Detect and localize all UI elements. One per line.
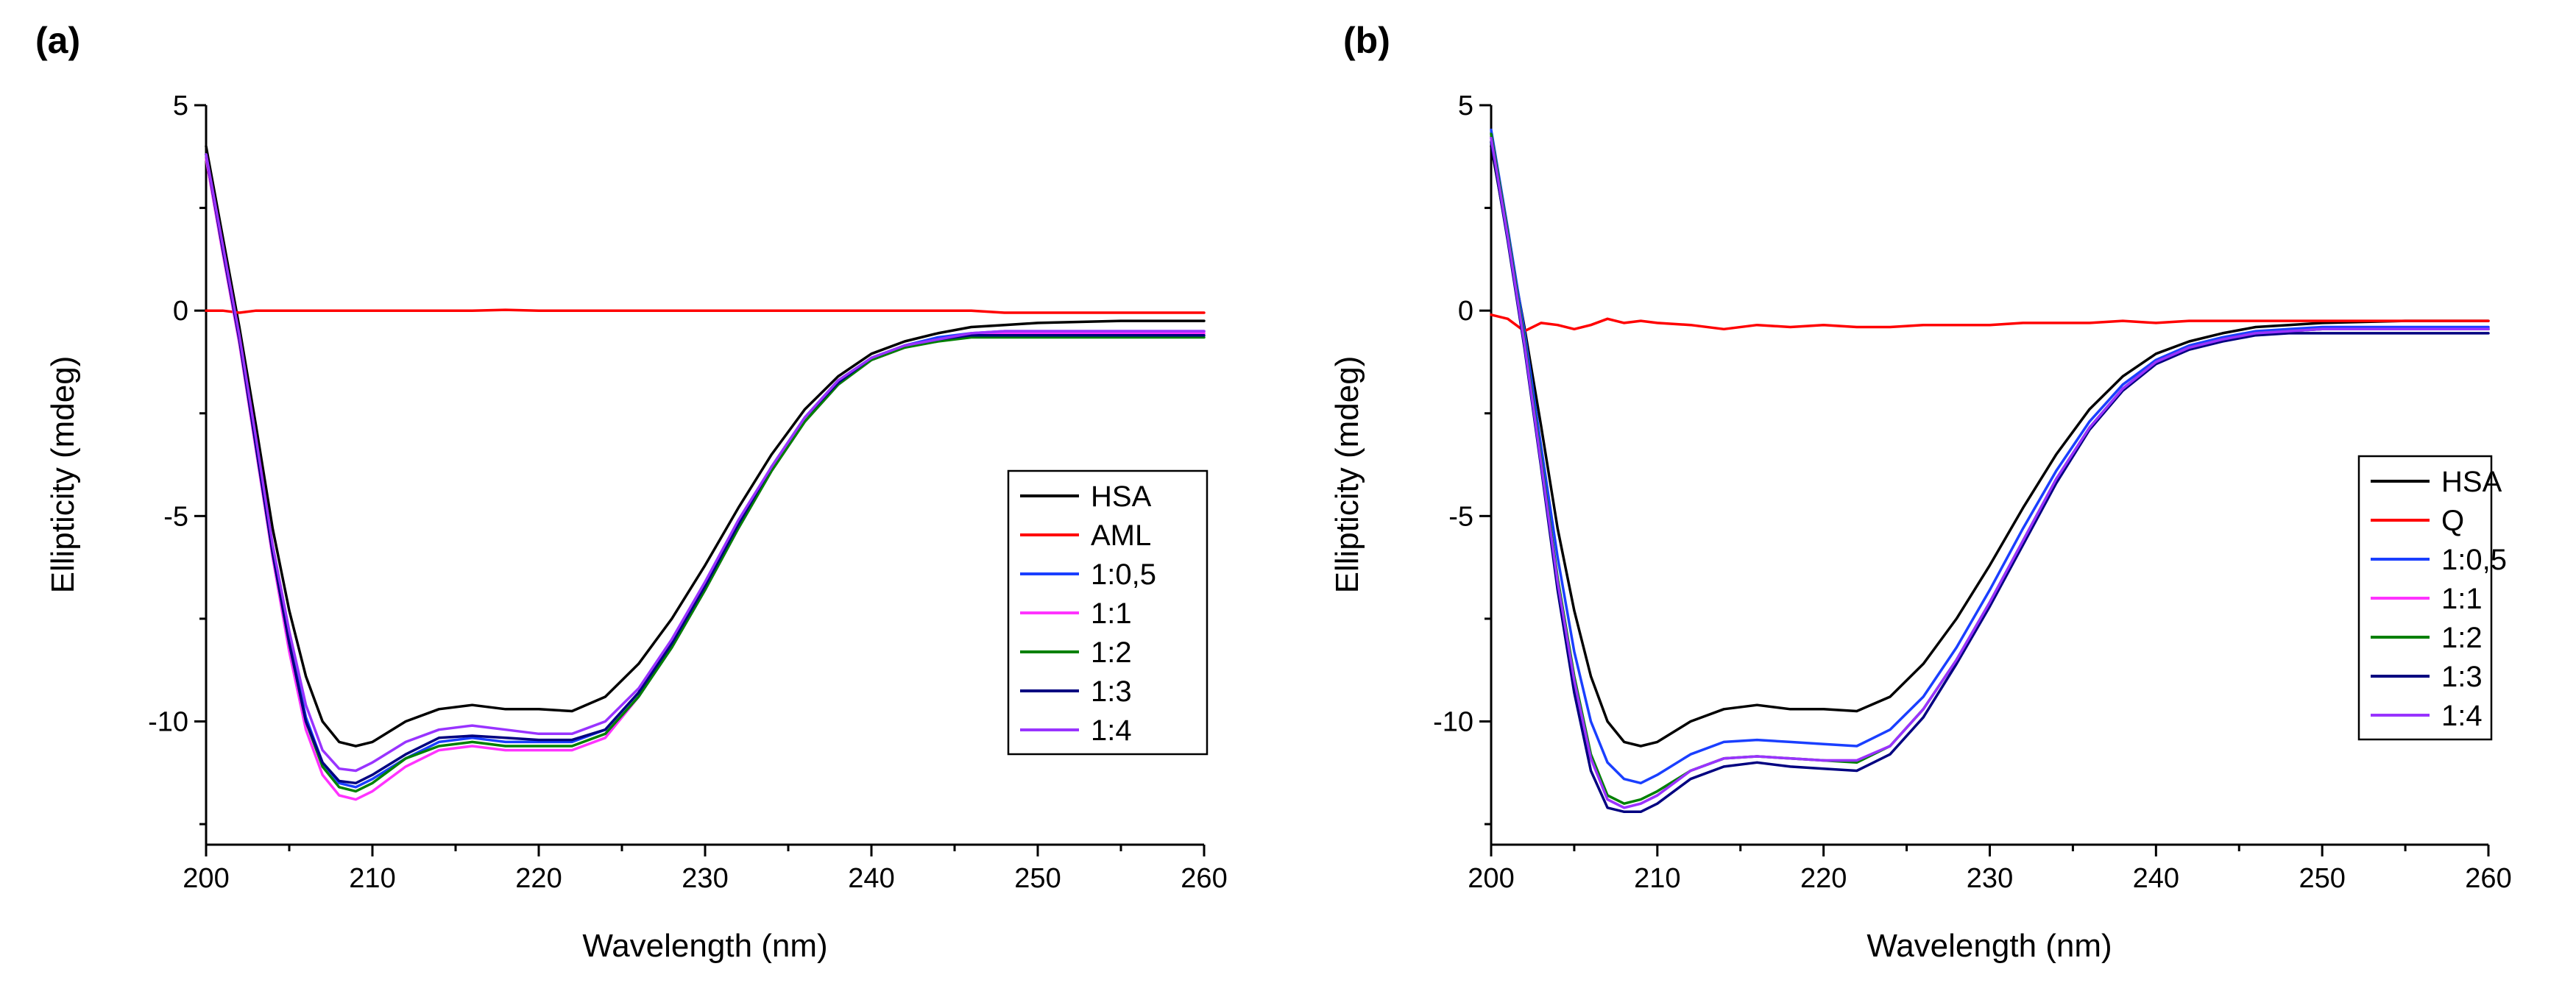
series-line-1-4 bbox=[205, 153, 1206, 773]
x-tick-label: 230 bbox=[682, 863, 728, 894]
y-tick-label: -10 bbox=[148, 707, 188, 738]
legend-label: HSA bbox=[1091, 480, 1152, 513]
panel-label: (b) bbox=[1343, 20, 1390, 61]
legend-label: AML bbox=[1091, 519, 1151, 552]
chart-panel-b: (b) 200 210 220 230 240 250 260 5 0 -5 -10 Wavelengt… bbox=[1329, 20, 2512, 964]
y-tick-label: 5 bbox=[173, 91, 188, 121]
y-tick-label: 0 bbox=[1458, 296, 1473, 327]
x-tick-label: 200 bbox=[183, 863, 229, 894]
x-tick-label: 230 bbox=[1967, 863, 2013, 894]
y-axis-title: Ellipticity (mdeg) bbox=[1329, 356, 1365, 594]
legend-label: 1:3 bbox=[1091, 675, 1132, 708]
legend-label: 1:4 bbox=[2441, 700, 2483, 732]
legend-label: 1:0,5 bbox=[1091, 558, 1156, 591]
x-axis-title: Wavelength (nm) bbox=[582, 928, 827, 964]
x-tick-label: 240 bbox=[2133, 863, 2179, 894]
x-tick-label: 250 bbox=[2299, 863, 2345, 894]
y-tick-label: -10 bbox=[1433, 707, 1473, 738]
chart-panel-a: (a) 200 210 220 230 240 250 260 5 0 -5 -10 Wavelengt… bbox=[35, 20, 1228, 964]
legend-label: 1:1 bbox=[1091, 597, 1132, 630]
legend-label: Q bbox=[2441, 505, 2464, 537]
x-tick-label: 240 bbox=[848, 863, 894, 894]
series-line-1-1 bbox=[1490, 136, 2490, 809]
x-tick-label: 250 bbox=[1014, 863, 1061, 894]
x-tick-label: 210 bbox=[349, 863, 395, 894]
y-tick-label: 0 bbox=[173, 296, 188, 327]
x-tick-label: 220 bbox=[1800, 863, 1847, 894]
series-line-aml bbox=[205, 308, 1206, 314]
series-line-1-4 bbox=[1490, 136, 2490, 809]
y-tick-label: 5 bbox=[1458, 91, 1473, 121]
y-axis-title: Ellipticity (mdeg) bbox=[45, 356, 81, 594]
panel-label: (a) bbox=[35, 20, 80, 61]
legend-label: 1:1 bbox=[2441, 583, 2483, 615]
series-line-hsa bbox=[205, 145, 1206, 748]
x-tick-label: 260 bbox=[1181, 863, 1227, 894]
legend-label: 1:0,5 bbox=[2441, 544, 2507, 576]
series-line-1-3 bbox=[1490, 141, 2490, 814]
legend-label: 1:4 bbox=[1091, 714, 1132, 747]
legend: HSA Q 1:0,5 1:1 1:2 1:3 1:4 bbox=[2357, 455, 2507, 741]
series-line-hsa bbox=[1490, 145, 2490, 748]
legend-label: 1:2 bbox=[2441, 622, 2483, 654]
legend-label: 1:2 bbox=[1091, 636, 1132, 669]
series-line-1-2 bbox=[1490, 132, 2490, 805]
y-tick-label: -5 bbox=[1448, 501, 1473, 532]
x-tick-label: 260 bbox=[2465, 863, 2511, 894]
legend: HSA AML 1:0,5 1:1 1:2 1:3 1:4 bbox=[1007, 469, 1209, 756]
legend-label: HSA bbox=[2441, 466, 2502, 498]
x-axis-title: Wavelength (nm) bbox=[1866, 928, 2112, 964]
x-tick-label: 200 bbox=[1468, 863, 1514, 894]
series-line-q bbox=[1490, 313, 2490, 333]
x-tick-label: 220 bbox=[515, 863, 562, 894]
y-tick-label: -5 bbox=[163, 501, 188, 532]
series-line-1-0-5 bbox=[1490, 128, 2490, 785]
x-tick-label: 210 bbox=[1634, 863, 1680, 894]
legend-label: 1:3 bbox=[2441, 661, 2483, 693]
